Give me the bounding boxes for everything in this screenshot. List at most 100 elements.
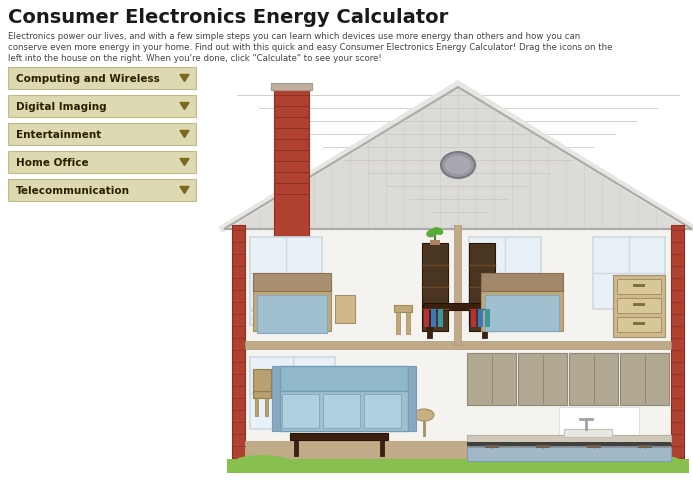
Bar [253,284,331,332]
Bar [282,394,319,428]
Bar [467,435,671,442]
Bar [485,295,559,332]
Bar [423,303,491,310]
Bar [250,238,322,309]
Bar [380,440,384,456]
Bar [424,309,429,327]
Bar [8,124,196,146]
Bar [617,318,661,333]
Bar [271,84,312,91]
Polygon shape [180,76,189,82]
Bar [467,447,671,461]
Polygon shape [180,103,189,110]
Bar [536,445,550,448]
Bar [617,279,661,294]
Bar [408,366,416,431]
Ellipse shape [232,455,292,471]
Bar [482,310,487,338]
Bar [617,298,661,313]
Ellipse shape [414,409,434,421]
Bar [478,309,483,327]
Ellipse shape [624,455,684,471]
Bar [253,273,331,291]
Bar [569,353,618,405]
Bar [586,445,601,448]
Bar [396,312,400,334]
Bar [638,445,651,448]
Text: Entertainment: Entertainment [16,130,101,140]
Bar [633,322,645,325]
Bar [559,407,639,435]
Bar [250,357,335,429]
Text: Consumer Electronics Energy Calculator: Consumer Electronics Energy Calculator [8,8,448,27]
Bar [274,90,309,245]
Bar [518,446,567,449]
Text: left into the house on the right. When you're done, click "Calculate" to see you: left into the house on the right. When y… [8,54,382,63]
Ellipse shape [445,157,471,175]
Bar [422,243,448,332]
Bar [290,433,388,440]
Polygon shape [180,131,189,138]
Bar [227,459,689,473]
Text: Computing and Wireless: Computing and Wireless [16,74,160,84]
Bar [335,295,355,323]
Bar [245,441,671,461]
Bar [569,446,618,449]
Bar [244,226,672,461]
Bar [280,391,408,431]
Bar [245,341,671,349]
Bar [431,309,436,327]
Bar [427,310,432,338]
Bar [518,353,567,405]
Bar [469,243,495,332]
Ellipse shape [426,229,438,238]
Bar [633,303,645,306]
Bar [250,311,322,325]
Bar [394,305,412,312]
Ellipse shape [441,152,475,179]
Polygon shape [180,187,189,194]
Text: conserve even more energy in your home. Find out with this quick and easy Consum: conserve even more energy in your home. … [8,43,613,52]
Bar [613,275,665,337]
Bar [257,295,327,333]
Bar [481,284,563,332]
Text: Digital Imaging: Digital Imaging [16,102,107,112]
Bar [430,241,440,245]
Bar [255,398,258,416]
Bar [620,353,669,405]
Bar [467,442,671,446]
Bar [280,366,408,391]
Bar [633,285,645,287]
Text: Telecommunication: Telecommunication [16,186,130,196]
Bar [469,311,541,325]
Bar [294,440,298,456]
Text: Electronics power our lives, and with a few simple steps you can learn which dev: Electronics power our lives, and with a … [8,32,580,41]
Bar [484,445,498,448]
Bar [253,369,271,391]
Bar [272,366,280,431]
Bar [469,238,541,309]
Polygon shape [224,88,692,229]
Polygon shape [180,159,189,166]
Bar [467,353,516,405]
Bar [467,446,516,449]
Bar [471,309,476,327]
Bar [8,180,196,201]
Bar [265,398,268,416]
Bar [253,391,271,398]
Bar [671,226,684,461]
Bar [485,309,490,327]
Bar [406,312,410,334]
Ellipse shape [433,227,444,235]
Bar [593,238,665,309]
Bar [232,226,245,461]
Bar [364,394,401,428]
Bar [438,309,443,327]
Bar [620,446,669,449]
Bar [454,226,461,345]
Bar [323,394,360,428]
Bar [8,68,196,90]
Bar [8,96,196,118]
Text: Home Office: Home Office [16,158,89,167]
Bar [564,429,612,437]
